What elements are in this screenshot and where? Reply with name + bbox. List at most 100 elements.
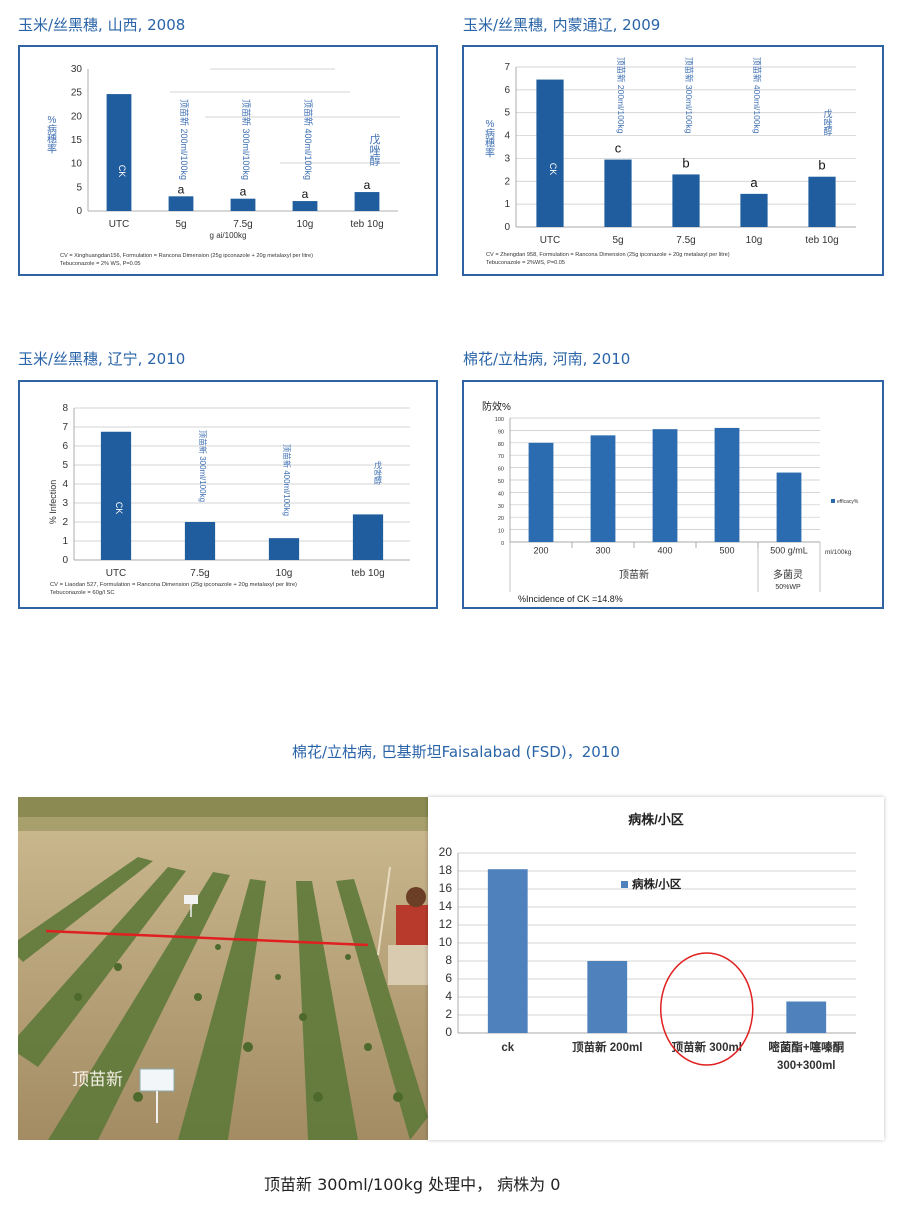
bar-significance-label: a	[302, 187, 309, 201]
footnote: Tebuconazole = 60g/l SC	[50, 590, 115, 596]
bar-0	[536, 79, 564, 227]
bar-3	[292, 201, 318, 211]
bar-3	[714, 427, 740, 542]
section-title-liaoning: 玉米/丝黑穗, 辽宁, 2010	[18, 350, 186, 368]
chart-henan: 0 10 20 30 40 50 60 70 80 90 100 200 300 400 500 500 g/…	[482, 400, 859, 604]
y-tick-label: 0	[76, 206, 82, 217]
y-tick-label: 10	[498, 529, 504, 535]
bar-significance-label: a	[240, 185, 247, 199]
y-tick-label: 0	[504, 222, 510, 233]
bar-significance-label: a	[178, 182, 185, 196]
group-label: 顶苗新	[619, 568, 649, 581]
y-tick-label: 7	[62, 422, 68, 433]
y-tick-label: 4	[445, 989, 452, 1003]
y-tick-label: 40	[498, 491, 504, 497]
y-tick-label: 80	[498, 442, 504, 448]
bar-annotation: 顶苗新 200ml/100kg	[616, 57, 626, 134]
chart-faisalabad: 0 2 4 6 8 10 12 14 16 18 20 ck 顶苗新 200ml 顶苗新 300ml 嘧菌酯…	[439, 812, 856, 1072]
bar-0	[100, 431, 132, 560]
y-tick-label: 2	[62, 517, 68, 528]
bar-significance-label: a	[750, 175, 758, 190]
chart-frame-henan: 0 10 20 30 40 50 60 70 80 90 100 200 300 400 500 500 g/…	[462, 380, 884, 609]
x-tick-label: 7.5g	[676, 235, 695, 246]
legend-label: 病株/小区	[632, 877, 682, 891]
bar-1	[604, 159, 632, 227]
y-tick-label: 25	[71, 88, 83, 99]
bar-significance-label: a	[364, 178, 371, 192]
bar-2	[230, 198, 256, 211]
y-tick-label: 6	[445, 971, 452, 985]
y-tick-label: 3	[504, 153, 510, 164]
x-tick-label: teb 10g	[350, 219, 383, 230]
bar-annotation: 顶苗新 400ml/100kg	[752, 57, 762, 134]
y-tick-label: 8	[445, 953, 452, 967]
incidence-note: %Incidence of CK =14.8%	[518, 594, 623, 604]
y-tick-label: 4	[504, 131, 510, 142]
y-tick-label: 7	[504, 62, 510, 73]
y-tick-label: 16	[439, 881, 453, 895]
x-tick-label: 500 g/mL	[770, 546, 808, 556]
chart-frame-tongliao: 0 1 2 3 4 5 6 7 UTC CK 5g c 顶苗新 200ml/100kg 7.5g b 顶苗新 …	[462, 45, 884, 276]
bar-annotation: 顶苗新 300ml/100kg	[241, 99, 252, 180]
bar-2	[268, 538, 300, 560]
y-tick-label: 50	[498, 479, 504, 485]
chart-title: 防效%	[482, 400, 511, 413]
x-tick-label: 7.5g	[190, 568, 209, 579]
y-tick-label: 4	[62, 479, 68, 490]
y-tick-label: 6	[504, 85, 510, 96]
bar-1	[184, 522, 216, 560]
y-tick-label: 100	[495, 417, 504, 423]
bar-4	[776, 472, 802, 542]
bar-label-ck: CK	[548, 163, 558, 176]
bar-3	[740, 193, 768, 227]
x-tick-label: 7.5g	[233, 219, 252, 230]
legend-swatch	[831, 499, 835, 503]
footnote: Tebuconazole = 2% WS, P=0.05	[60, 261, 141, 267]
bar-0	[487, 869, 528, 1033]
footnote: CV = Zhengdan 958, Formulation = Rancona…	[486, 252, 730, 258]
bar-annotation: 戊唑醇	[374, 460, 382, 486]
red-marker-line	[45, 929, 369, 947]
y-tick-label: 90	[498, 429, 504, 435]
bar-2	[652, 429, 678, 542]
group-label: 50%WP	[775, 584, 801, 591]
bar-annotation: 顶苗新 300ml/100kg	[198, 430, 208, 502]
section-title-henan: 棉花/立枯病, 河南, 2010	[463, 350, 631, 368]
y-tick-label: 5	[504, 108, 510, 119]
bar-0	[528, 442, 554, 542]
y-tick-label: 10	[71, 159, 83, 170]
x-tick-label: 10g	[297, 219, 314, 230]
y-tick-label: 3	[62, 498, 68, 509]
y-tick-label: 0	[445, 1025, 452, 1039]
legend-label: efficacy%	[837, 499, 859, 505]
y-tick-label: 15	[71, 135, 83, 146]
photo-label: 顶苗新	[72, 1070, 123, 1090]
footnote: CV = Liaodan 527, Formulation = Rancona …	[50, 582, 297, 588]
x-axis-label: g ai/100kg	[210, 231, 247, 240]
chart-shanxi: 0 5 10 15 20 25 30 UTC CK 5g a 顶苗新 200ml/100kg 7.5g a…	[47, 64, 400, 267]
x-tick-label: ck	[501, 1042, 514, 1054]
y-tick-label: 5	[76, 182, 82, 193]
y-axis-label: % Infection	[48, 480, 58, 525]
x-tick-label: 10g	[276, 568, 293, 579]
x-tick-label: UTC	[540, 235, 561, 246]
y-tick-label: 5	[62, 460, 68, 471]
y-tick-label: 0	[62, 555, 68, 566]
bar-2	[672, 174, 700, 227]
bar-annotation: 顶苗新 300ml/100kg	[684, 57, 694, 134]
y-tick-label: 20	[71, 111, 83, 122]
y-tick-label: 70	[498, 454, 504, 460]
bottom-caption: 顶苗新 300ml/100kg 处理中， 病株为 0	[264, 1175, 561, 1194]
y-tick-label: 20	[439, 845, 453, 859]
bar-1	[587, 961, 628, 1033]
chart-frame-shanxi: 0 5 10 15 20 25 30 UTC CK 5g a 顶苗新 200ml/100kg 7.5g a…	[18, 45, 438, 276]
y-tick-label: 1	[504, 199, 510, 210]
y-tick-label: 12	[439, 917, 453, 931]
y-tick-label: 0	[501, 541, 504, 547]
y-tick-label: 2	[504, 176, 510, 187]
x-tick-label: 500	[719, 546, 734, 556]
x-tick-label: 嘧菌酯+噻嗪酮	[768, 1040, 844, 1054]
bar-1	[168, 196, 194, 211]
x-tick-label: 400	[657, 546, 672, 556]
x-tick-label: 300	[595, 546, 610, 556]
